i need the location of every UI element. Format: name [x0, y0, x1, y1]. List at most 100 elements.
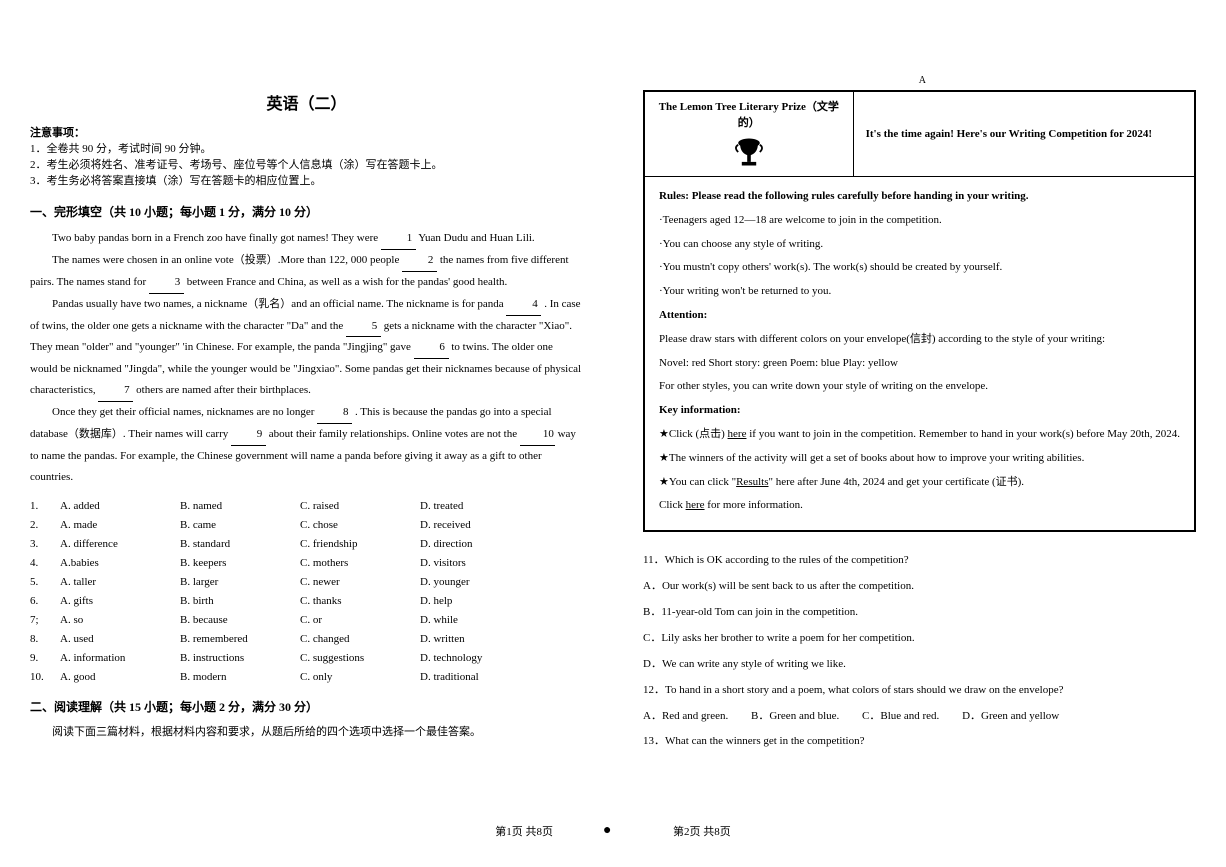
q11: 11．Which is OK according to the rules of…: [643, 550, 1196, 571]
option-row-8: 8.A. usedB. rememberedC. changedD. writt…: [30, 633, 583, 645]
section2-sub: 阅读下面三篇材料，根据材料内容和要求，从题后所给的四个选项中选择一个最佳答案。: [30, 723, 583, 739]
opt-num: 6.: [30, 595, 60, 607]
attention-2: Novel: red Short story: green Poem: blue…: [659, 354, 1180, 374]
page-2: A The Lemon Tree Literary Prize（文学的） It'…: [613, 20, 1226, 847]
q11-a: A．Our work(s) will be sent back to us af…: [643, 576, 1196, 597]
notice-block: 注意事项： 1．全卷共 90 分，考试时间 90 分钟。 2．考生必须将姓名、准…: [30, 124, 583, 188]
comp-subtitle: It's the time again! Here's our Writing …: [866, 128, 1153, 140]
opt-num: 1.: [30, 500, 60, 512]
key1-link[interactable]: here: [728, 428, 747, 440]
opt-num: 9.: [30, 652, 60, 664]
p3e: others are named after their birthplaces…: [136, 384, 311, 396]
opt-d: D. younger: [420, 576, 540, 588]
box-header: The Lemon Tree Literary Prize（文学的） It's …: [645, 92, 1194, 177]
opt-num: 2.: [30, 519, 60, 531]
q12-d: D．Green and yellow: [962, 710, 1059, 722]
opt-c: C. suggestions: [300, 652, 420, 664]
key1a: ★Click (点击): [659, 428, 728, 440]
opt-c: C. friendship: [300, 538, 420, 550]
opt-c: C. mothers: [300, 557, 420, 569]
opt-b: B. came: [180, 519, 300, 531]
opt-d: D. while: [420, 614, 540, 626]
notice-line-1: 1．全卷共 90 分，考试时间 90 分钟。: [30, 140, 583, 156]
opt-a: A. information: [60, 652, 180, 664]
opt-c: C. raised: [300, 500, 420, 512]
attention-3: For other styles, you can write down you…: [659, 377, 1180, 397]
q12-b: B．Green and blue.: [751, 710, 839, 722]
opt-c: C. or: [300, 614, 420, 626]
opt-a: A. used: [60, 633, 180, 645]
option-row-2: 2.A. madeB. cameC. choseD. received: [30, 519, 583, 531]
opt-b: B. because: [180, 614, 300, 626]
caret-mark: A: [919, 75, 926, 86]
blank-7: 7: [98, 380, 133, 402]
key1b: if you want to join in the competition. …: [746, 428, 1180, 440]
option-row-5: 5.A. tallerB. largerC. newerD. younger: [30, 576, 583, 588]
box-body: Rules: Please read the following rules c…: [645, 177, 1194, 530]
section2-title: 二、阅读理解（共 15 小题；每小题 2 分，满分 30 分）: [30, 698, 583, 715]
opt-b: B. modern: [180, 671, 300, 683]
opt-b: B. remembered: [180, 633, 300, 645]
opt-a: A. taller: [60, 576, 180, 588]
p3a: Pandas usually have two names, a nicknam…: [52, 298, 506, 310]
opt-a: A. made: [60, 519, 180, 531]
options-table: 1.A. addedB. namedC. raisedD. treated 2.…: [30, 500, 583, 683]
opt-a: A. gifts: [60, 595, 180, 607]
opt-d: D. written: [420, 633, 540, 645]
blank-1: 1: [381, 228, 416, 250]
key3a: ★You can click ": [659, 476, 736, 488]
rules-head: Rules: Please read the following rules c…: [659, 187, 1180, 207]
section1-title: 一、完形填空（共 10 小题；每小题 1 分，满分 10 分）: [30, 203, 583, 220]
binding-dot-icon: ●: [603, 823, 611, 839]
option-row-7: 7;A. soB. becauseC. orD. while: [30, 614, 583, 626]
box-header-left: The Lemon Tree Literary Prize（文学的）: [645, 92, 854, 176]
q12-opts: A．Red and green. B．Green and blue. C．Blu…: [643, 706, 1196, 727]
q12-a: A．Red and green.: [643, 710, 728, 722]
rule-1: ·Teenagers aged 12—18 are welcome to joi…: [659, 211, 1180, 231]
passage-p4: Once they get their official names, nick…: [30, 402, 583, 488]
opt-a: A.babies: [60, 557, 180, 569]
key4-link[interactable]: here: [686, 499, 705, 511]
opt-num: 10.: [30, 671, 60, 683]
opt-b: B. keepers: [180, 557, 300, 569]
q12-c: C．Blue and red.: [862, 710, 939, 722]
opt-d: D. visitors: [420, 557, 540, 569]
prize-title: The Lemon Tree Literary Prize（文学的）: [659, 101, 839, 129]
passage-p3: Pandas usually have two names, a nicknam…: [30, 294, 583, 402]
key3-link[interactable]: Results: [736, 476, 768, 488]
option-row-4: 4.A.babiesB. keepersC. mothersD. visitor…: [30, 557, 583, 569]
q13: 13．What can the winners get in the compe…: [643, 731, 1196, 752]
p4c: about their family relationships. Online…: [269, 428, 520, 440]
opt-b: B. standard: [180, 538, 300, 550]
key4a: Click: [659, 499, 686, 511]
page-1: 英语（二） 注意事项： 1．全卷共 90 分，考试时间 90 分钟。 2．考生必…: [0, 20, 613, 847]
opt-a: A. good: [60, 671, 180, 683]
blank-5: 5: [346, 316, 381, 338]
passage-p1: Two baby pandas born in a French zoo hav…: [30, 228, 583, 250]
opt-num: 5.: [30, 576, 60, 588]
opt-c: C. chose: [300, 519, 420, 531]
rule-4: ·Your writing won't be returned to you.: [659, 282, 1180, 302]
option-row-9: 9.A. informationB. instructionsC. sugges…: [30, 652, 583, 664]
opt-a: A. so: [60, 614, 180, 626]
keyinfo-3: ★You can click "Results" here after June…: [659, 473, 1180, 493]
option-row-6: 6.A. giftsB. birthC. thanksD. help: [30, 595, 583, 607]
p1b: Yuan Dudu and Huan Lili.: [418, 232, 534, 244]
blank-6: 6: [414, 337, 449, 359]
p4a: Once they get their official names, nick…: [52, 406, 317, 418]
opt-a: A. added: [60, 500, 180, 512]
attention-head: Attention:: [659, 306, 1180, 326]
opt-b: B. birth: [180, 595, 300, 607]
p1a: Two baby pandas born in a French zoo hav…: [52, 232, 381, 244]
notice-head: 注意事项：: [30, 124, 583, 140]
opt-d: D. treated: [420, 500, 540, 512]
blank-9: 9: [231, 424, 266, 446]
p2c: between France and China, as well as a w…: [187, 276, 508, 288]
opt-num: 4.: [30, 557, 60, 569]
opt-b: B. larger: [180, 576, 300, 588]
opt-num: 7;: [30, 614, 60, 626]
keyinfo-4: Click here for more information.: [659, 496, 1180, 516]
rule-2: ·You can choose any style of writing.: [659, 235, 1180, 255]
opt-d: D. received: [420, 519, 540, 531]
blank-4: 4: [506, 294, 541, 316]
